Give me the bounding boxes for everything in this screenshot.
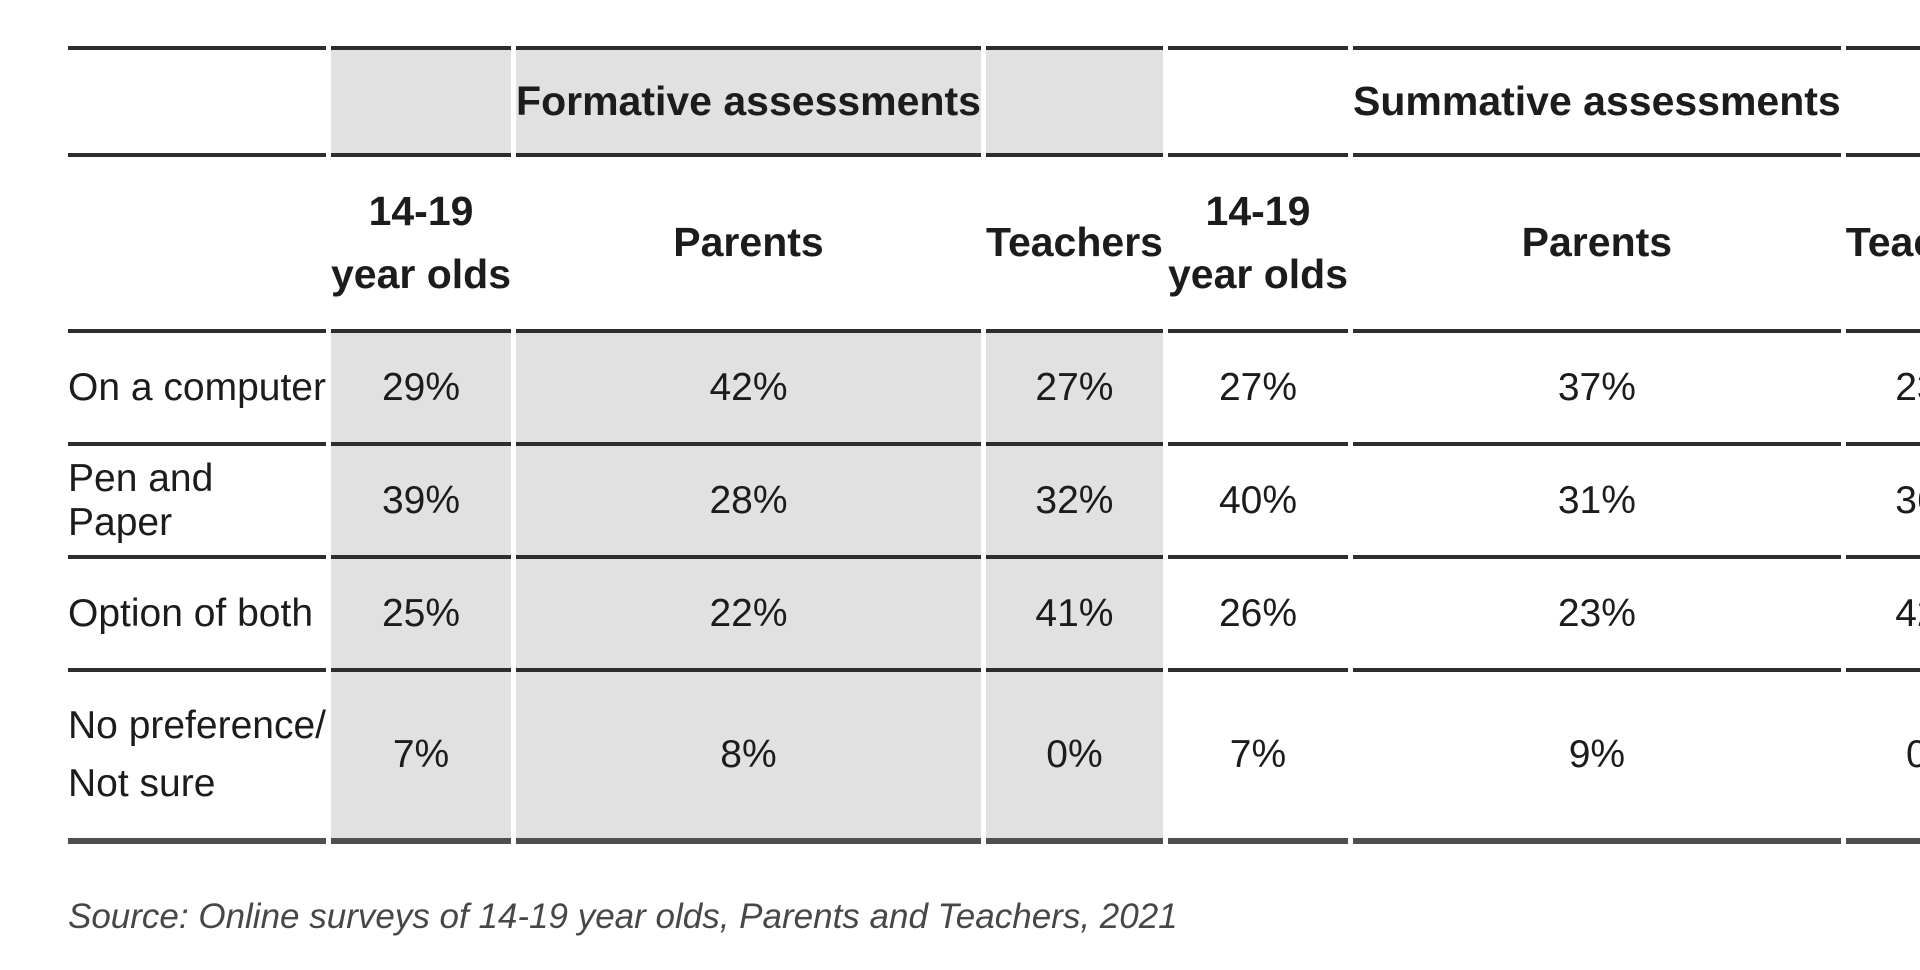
table-row: Option of both 25% 22% 41% 26% 23% 42% (68, 555, 1920, 668)
column-header-parents-summative: Parents (1353, 153, 1841, 329)
value-cell: 25% (330, 555, 512, 668)
value-cell: 28% (516, 442, 981, 555)
group-header-summative: Summative assessments (1353, 77, 1841, 124)
value-cell: 41% (985, 555, 1163, 668)
value-cell: 32% (985, 442, 1163, 555)
row-label: Pen and Paper (68, 442, 326, 555)
row-label: Option of both (68, 555, 326, 668)
summative-band-cell (1167, 46, 1349, 153)
table-row: Pen and Paper 39% 28% 32% 40% 31% 36% (68, 442, 1920, 555)
value-cell: 27% (985, 329, 1163, 442)
value-cell: 8% (516, 668, 981, 844)
table-row: No preference/ Not sure 7% 8% 0% 7% 9% 0… (68, 668, 1920, 844)
corner-cell (68, 46, 326, 153)
value-cell: 42% (516, 329, 981, 442)
value-cell: 22% (516, 555, 981, 668)
summative-band-cell (1845, 46, 1920, 153)
value-cell: 7% (330, 668, 512, 844)
value-cell: 29% (330, 329, 512, 442)
column-header-parents-formative: Parents (516, 153, 981, 329)
value-cell: 36% (1845, 442, 1920, 555)
column-header-age-summative: 14-19 year olds (1167, 153, 1349, 329)
value-cell: 0% (1845, 668, 1920, 844)
column-header-row: 14-19 year olds Parents Teachers 14-19 y… (68, 153, 1920, 329)
row-label: No preference/ Not sure (68, 668, 326, 844)
column-header-age-line1: 14-19 (1205, 188, 1311, 234)
empty-header-cell (68, 153, 326, 329)
source-note: Source: Online surveys of 14-19 year old… (68, 897, 1178, 936)
value-cell: 39% (330, 442, 512, 555)
value-cell: 42% (1845, 555, 1920, 668)
value-cell: 37% (1353, 329, 1841, 442)
value-cell: 9% (1353, 668, 1841, 844)
column-header-age-line2: year olds (1167, 251, 1349, 297)
value-cell: 23% (1845, 329, 1920, 442)
summative-band-cell: Summative assessments (1353, 46, 1841, 153)
column-header-age-line2: year olds (330, 251, 512, 297)
assessment-preferences-table: Formative assessments Summative assessme… (63, 46, 1920, 844)
column-header-teachers-formative: Teachers (985, 153, 1163, 329)
value-cell: 23% (1353, 555, 1841, 668)
row-label-line1: No preference/ (68, 704, 326, 747)
column-header-age-line1: 14-19 (368, 188, 474, 234)
value-cell: 7% (1167, 668, 1349, 844)
group-header-row: Formative assessments Summative assessme… (68, 46, 1920, 153)
row-label-line2: Not sure (68, 762, 216, 805)
value-cell: 0% (985, 668, 1163, 844)
table-row: On a computer 29% 42% 27% 27% 37% 23% (68, 329, 1920, 442)
value-cell: 26% (1167, 555, 1349, 668)
column-header-age-formative: 14-19 year olds (330, 153, 512, 329)
formative-band-cell: Formative assessments (516, 46, 981, 153)
row-label: On a computer (68, 329, 326, 442)
formative-band-cell (330, 46, 512, 153)
group-header-formative: Formative assessments (516, 77, 981, 124)
value-cell: 31% (1353, 442, 1841, 555)
formative-band-cell (985, 46, 1163, 153)
value-cell: 27% (1167, 329, 1349, 442)
column-header-teachers-summative: Teachers (1845, 153, 1920, 329)
value-cell: 40% (1167, 442, 1349, 555)
